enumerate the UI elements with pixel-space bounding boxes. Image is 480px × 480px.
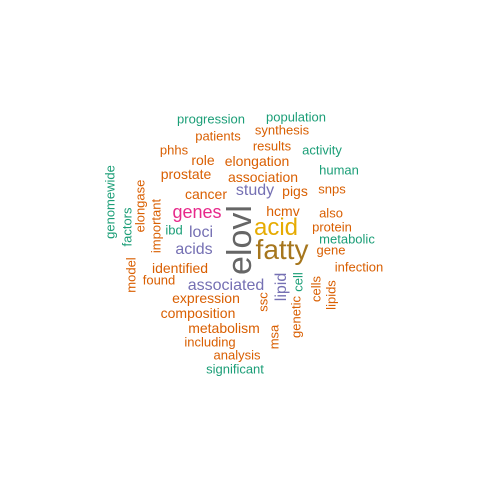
word-significant: significant — [206, 361, 264, 377]
word-population: population — [266, 109, 326, 125]
word-hcmv: hcmv — [266, 203, 300, 219]
word-metabolism: metabolism — [188, 320, 260, 336]
word-association: association — [227, 169, 299, 185]
word-acids: acids — [175, 241, 213, 258]
word-identified: identified — [151, 260, 209, 276]
word-cells: cells — [308, 275, 324, 303]
word-phhs: phhs — [159, 142, 189, 158]
word-elongation: elongation — [224, 153, 290, 169]
word-analysis: analysis — [213, 347, 261, 363]
word-infection: infection — [334, 259, 384, 275]
word-prostate: prostate — [160, 166, 212, 182]
word-gene: gene — [316, 242, 346, 258]
word-patients: patients — [195, 128, 241, 144]
word-loci: loci — [188, 224, 214, 241]
word-factors: factors — [119, 207, 135, 247]
word-fatty: fatty — [255, 234, 309, 265]
word-including: including — [184, 334, 236, 350]
word-expression: expression — [172, 290, 240, 306]
word-important: important — [148, 198, 164, 254]
word-pigs: pigs — [282, 183, 308, 199]
word-study: study — [235, 182, 275, 199]
word-found: found — [142, 272, 176, 288]
word-elongase: elongase — [132, 179, 148, 233]
word-lipids: lipids — [323, 280, 339, 310]
word-synthesis: synthesis — [254, 122, 310, 138]
word-human: human — [319, 162, 359, 178]
word-ssc: ssc — [255, 292, 271, 312]
word-acid: acid — [253, 214, 299, 241]
word-snps: snps — [318, 181, 346, 197]
word-cancer: cancer — [184, 186, 228, 202]
word-associated: associated — [187, 277, 265, 294]
word-protein: protein — [312, 219, 352, 235]
word-elovl: elovl — [221, 205, 259, 275]
word-metabolic: metabolic — [319, 231, 375, 247]
word-genes: genes — [172, 202, 222, 222]
word-results: results — [252, 138, 292, 154]
word-role: role — [191, 152, 215, 168]
word-progression: progression — [177, 111, 245, 127]
word-also: also — [319, 205, 343, 221]
word-composition: composition — [160, 305, 236, 321]
word-cell: cell — [290, 272, 306, 292]
word-ibd: ibd — [165, 222, 183, 238]
word-genomewide: genomewide — [102, 165, 118, 239]
word-activity: activity — [302, 142, 342, 158]
word-msa: msa — [266, 324, 282, 350]
word-model: model — [123, 257, 139, 293]
word-genetic: genetic — [288, 296, 304, 338]
